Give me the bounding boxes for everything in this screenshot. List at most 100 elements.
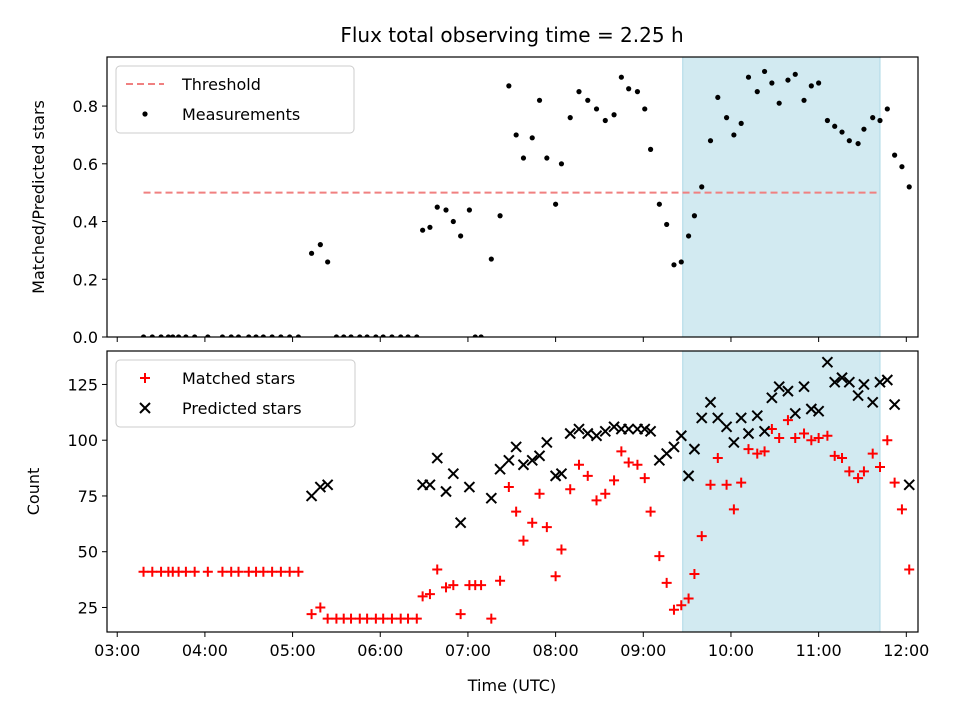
predicted-star-point: [599, 425, 611, 437]
measurement-point: [839, 129, 845, 135]
x-tick-label: 09:00: [620, 641, 666, 660]
measurement-point: [295, 334, 302, 337]
predicted-star-point: [590, 430, 603, 442]
matched-star-point: [476, 580, 487, 591]
measurement-point: [656, 201, 662, 207]
measurement-point: [642, 106, 648, 112]
matched-star-point: [766, 424, 777, 435]
legend-predicted-swatch: [139, 402, 151, 414]
measurement-point: [792, 71, 798, 77]
measurement-point: [140, 334, 147, 337]
matched-star-point: [503, 482, 514, 493]
matched-star-point: [432, 564, 443, 575]
plot-frame: [106, 350, 919, 633]
matched-star-point: [541, 522, 552, 533]
x-tick-label: 06:00: [357, 641, 403, 660]
measurement-point: [691, 213, 698, 219]
matched-star-point: [315, 602, 326, 613]
legend-label: Matched stars: [182, 369, 295, 388]
predicted-star-point: [805, 403, 818, 415]
measurement-point: [626, 86, 632, 92]
measurement-point: [450, 218, 456, 225]
matched-star-point: [518, 535, 529, 546]
matched-star-point: [550, 571, 561, 582]
ratio-plot: 0.0 0.2 0.4 0.6 0.8 Matched/Predicted stars Th…: [29, 56, 919, 347]
measurement-point: [373, 334, 379, 337]
measurement-point: [761, 68, 768, 75]
measurement-point: [618, 74, 624, 80]
matched-star-point: [275, 566, 286, 577]
predicted-star-point: [696, 412, 708, 424]
matched-star-point: [138, 566, 149, 577]
measurement-point: [427, 224, 433, 230]
count-plot: 25 50 75 100 125 Count 03:00 04:00 05:00 06:00 07:…: [24, 350, 929, 660]
measurement-point: [398, 334, 404, 337]
measurement-point: [567, 115, 573, 121]
matched-star-point: [573, 459, 584, 470]
measurement-point: [536, 97, 543, 103]
matched-star-point: [774, 432, 785, 443]
predicted-star-point: [852, 389, 864, 402]
predicted-star-point: [431, 452, 443, 464]
measurement-point: [466, 207, 472, 213]
measurement-point: [846, 138, 852, 144]
matched-star-point: [378, 613, 389, 624]
y-tick-label: 0.2: [73, 270, 98, 289]
matched-star-point: [306, 609, 317, 620]
data-layer: [140, 68, 912, 337]
legend-box: [115, 359, 356, 428]
observing-window-span: [682, 350, 881, 633]
predicted-star-point: [440, 485, 452, 498]
predicted-star-point: [773, 380, 785, 393]
matched-star-point: [293, 566, 304, 577]
predicted-star-point: [728, 436, 740, 449]
predicted-star-point: [447, 467, 460, 480]
matched-star-point: [683, 593, 694, 604]
y-tick-label: 0.0: [73, 328, 98, 347]
measurement-point: [553, 201, 559, 207]
predicted-star-point: [751, 409, 763, 422]
y-tick-label: 0.6: [73, 155, 98, 174]
predicted-star-point: [874, 376, 886, 388]
predicted-star-point: [712, 412, 724, 424]
predicted-star-point: [622, 423, 635, 435]
matched-star-point: [511, 506, 522, 517]
matched-star-point: [284, 566, 295, 577]
matched-star-point: [591, 495, 602, 506]
predicted-star-point: [829, 376, 841, 388]
predicted-star-point: [682, 470, 695, 482]
predicted-star-point: [858, 378, 870, 391]
matched-star-point: [346, 613, 357, 624]
y-tick-label: 50: [78, 543, 98, 562]
matched-star-point: [743, 444, 754, 455]
measurement-point: [235, 334, 242, 337]
matched-star-point: [233, 566, 244, 577]
matched-star-point: [654, 551, 665, 562]
measurement-point: [754, 89, 760, 95]
predicted-star-point: [789, 407, 801, 420]
predicted-star-point: [888, 398, 901, 411]
predicted-star-point: [564, 427, 576, 440]
y-tick-label: 125: [67, 375, 98, 394]
measurement-point: [715, 94, 721, 101]
matched-star-point: [645, 506, 656, 517]
measurement-point: [287, 334, 293, 337]
matched-star-point: [736, 477, 747, 488]
legend-measurement-swatch: [142, 111, 148, 117]
measurement-point: [228, 334, 234, 337]
matched-star-point: [728, 504, 739, 515]
legend: Threshold Measurements: [115, 65, 355, 134]
measurement-point: [558, 161, 565, 167]
matched-star-point: [486, 613, 497, 624]
measurement-point: [671, 262, 677, 268]
matched-star-point: [875, 461, 886, 472]
measurement-point: [357, 334, 363, 337]
predicted-star-point: [881, 374, 894, 386]
measurement-point: [219, 334, 226, 337]
x-tick-label: 10:00: [708, 641, 754, 660]
matched-star-point: [600, 488, 611, 499]
measurement-point: [348, 334, 354, 337]
x-tick-label: 08:00: [533, 641, 579, 660]
measurement-point: [434, 204, 440, 210]
